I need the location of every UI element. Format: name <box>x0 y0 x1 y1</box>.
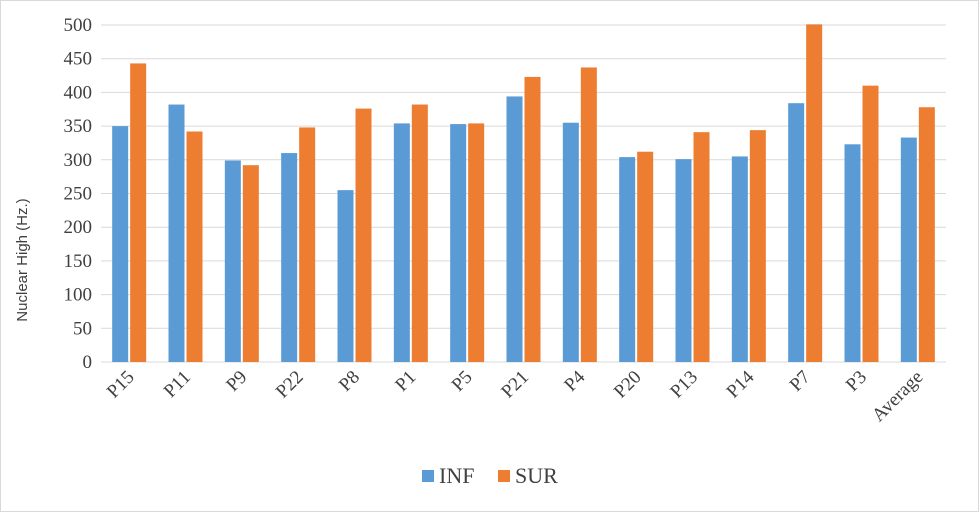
x-tick-label: P8 <box>335 367 364 396</box>
bar-inf-p15 <box>112 126 129 362</box>
bar-sur-p9 <box>242 165 259 362</box>
bar-inf-average <box>900 137 917 362</box>
bar-inf-p9 <box>224 160 241 362</box>
bar-inf-p7 <box>788 103 805 363</box>
bar-inf-p3 <box>844 144 861 362</box>
x-tick-label: P11 <box>160 367 195 402</box>
x-tick-label: P15 <box>103 367 139 403</box>
y-tick-label: 250 <box>64 184 93 205</box>
x-tick-label: P5 <box>448 367 477 396</box>
bar-inf-p21 <box>506 96 523 362</box>
y-tick-label: 0 <box>83 352 93 373</box>
bar-sur-p8 <box>355 108 372 363</box>
x-tick-label: P21 <box>497 367 533 403</box>
bar-sur-p7 <box>806 24 823 363</box>
bar-sur-p20 <box>637 151 654 362</box>
x-tick-label: P13 <box>666 367 702 403</box>
bar-sur-average <box>918 107 935 362</box>
bar-inf-p11 <box>168 104 185 363</box>
bar-inf-p1 <box>393 123 410 363</box>
bar-sur-p1 <box>411 104 428 363</box>
x-tick-label: P4 <box>560 366 589 395</box>
y-tick-label: 300 <box>64 150 93 171</box>
y-tick-label: 350 <box>64 116 93 137</box>
x-tick-label: P3 <box>842 367 871 396</box>
bar-inf-p4 <box>562 122 579 362</box>
bar-inf-p5 <box>450 124 467 362</box>
x-tick-label: P1 <box>391 367 420 396</box>
bar-sur-p13 <box>693 132 710 362</box>
x-tick-label: P9 <box>222 367 251 396</box>
y-axis-title: Nuclear High (Hz.) <box>14 198 31 321</box>
bars <box>112 24 935 363</box>
y-tick-label: 400 <box>64 82 93 103</box>
x-tick-label: P7 <box>786 367 815 396</box>
bar-inf-p13 <box>675 159 692 362</box>
y-tick-label: 50 <box>73 318 92 339</box>
bar-inf-p14 <box>731 156 748 362</box>
bar-sur-p3 <box>862 85 879 362</box>
bar-sur-p4 <box>580 67 597 362</box>
bar-sur-p15 <box>130 63 147 362</box>
legend-swatch-sur <box>498 470 510 482</box>
gridlines <box>101 24 946 329</box>
x-tick-label: P20 <box>610 367 646 403</box>
bar-sur-p11 <box>186 131 203 362</box>
y-tick-label: 200 <box>64 217 93 238</box>
y-tick-label: 100 <box>64 285 93 306</box>
bar-sur-p5 <box>468 123 485 363</box>
legend: INF SUR <box>422 463 558 488</box>
legend-label-sur: SUR <box>515 463 558 488</box>
y-tick-label: 450 <box>64 49 93 70</box>
y-axis-ticks: 0 50 100 150 200 250 300 350 400 450 500 <box>64 15 93 373</box>
legend-label-inf: INF <box>439 463 474 488</box>
bar-inf-p22 <box>281 153 298 362</box>
x-tick-label: P22 <box>272 367 308 403</box>
legend-swatch-inf <box>422 470 434 482</box>
x-tick-label: P14 <box>723 366 759 402</box>
x-tick-label: Average <box>868 367 927 426</box>
y-tick-label: 150 <box>64 251 93 272</box>
bar-inf-p20 <box>619 157 636 362</box>
bar-sur-p21 <box>524 76 541 362</box>
bar-inf-p8 <box>337 190 354 362</box>
bar-sur-p14 <box>749 130 766 362</box>
bar-sur-p22 <box>299 127 316 362</box>
y-tick-label: 500 <box>64 15 93 36</box>
x-axis-ticks: P15 P11 P9 P22 P8 P1 P5 P21 P4 P20 P13 P14 P7 P3Avera… <box>103 366 927 426</box>
